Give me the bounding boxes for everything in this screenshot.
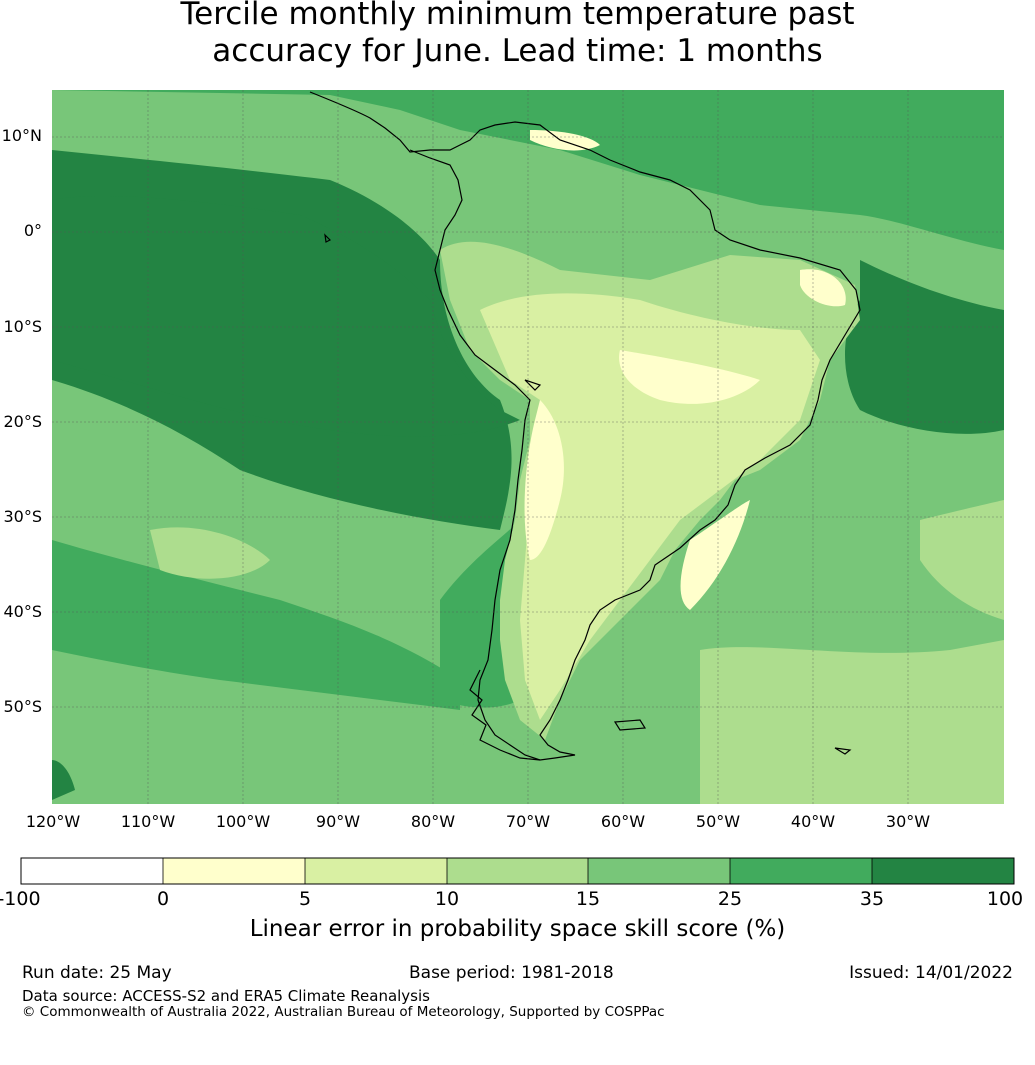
map-title: Tercile monthly minimum temperature past… (0, 0, 1035, 70)
lon-label: 110°W (120, 812, 176, 831)
skill-patch-corner (52, 760, 75, 800)
colorbar-tick-label: 0 (156, 888, 170, 910)
base-period: Base period: 1981-2018 (409, 963, 614, 983)
skill-patch-andes (524, 400, 564, 560)
issued-date: Issued: 14/01/2022 (849, 963, 1013, 983)
skill-patch-colombia (530, 130, 600, 151)
lon-label: 50°W (695, 812, 741, 831)
lon-label: 30°W (885, 812, 931, 831)
lat-label: 0° (23, 221, 42, 240)
lon-label: 90°W (315, 812, 361, 831)
skill-band-south-atlantic (700, 640, 1004, 804)
lat-label: 10°N (1, 126, 42, 145)
south-georgia (834, 747, 852, 755)
lat-label: 30°S (3, 507, 42, 526)
map-title-line2: accuracy for June. Lead time: 1 months (212, 33, 823, 69)
coastlines (309, 91, 861, 761)
lon-label: 80°W (410, 812, 456, 831)
colorbar-tick-label: 100 (986, 888, 1024, 910)
skill-band-southern (52, 700, 470, 804)
skill-band-atlantic-patch (920, 500, 1004, 620)
skill-band-pacific-core (52, 195, 520, 437)
lon-label: 40°W (790, 812, 836, 831)
skill-land-interior (480, 293, 820, 720)
fjord-coast (469, 669, 541, 761)
skill-band-atlantic (845, 260, 1004, 434)
lat-label: 40°S (3, 602, 42, 621)
colorbar-segment (305, 858, 447, 884)
colorbar (20, 857, 1015, 885)
colorbar-segment (588, 858, 730, 884)
map-plot-area (52, 90, 1004, 804)
colorbar-tick-label: 25 (717, 888, 743, 910)
lon-label: 100°W (215, 812, 271, 831)
skill-band-chile-coast (440, 520, 520, 708)
skill-patch-pacific (150, 527, 270, 579)
lat-label: 10°S (3, 317, 42, 336)
falkland-islands (613, 719, 647, 731)
colorbar-frame (20, 857, 1015, 885)
colorbar-label: Linear error in probability space skill … (249, 916, 786, 942)
colorbar-segment (163, 858, 305, 884)
galapagos (324, 233, 332, 243)
colorbar-segment (447, 858, 588, 884)
colorbar-segment (872, 858, 1014, 884)
colorbar-segment (730, 858, 872, 884)
lat-label: 20°S (3, 412, 42, 431)
colorbar-tick-label: -100 (0, 888, 41, 910)
map-title-line1: Tercile monthly minimum temperature past (180, 0, 855, 32)
gridlines (52, 90, 1004, 804)
skill-band-south-pacific (52, 540, 460, 710)
lon-label: 120°W (25, 812, 81, 831)
skill-patch-uruguay (680, 500, 750, 610)
lat-label: 50°S (3, 697, 42, 716)
colorbar-tick-label: 10 (434, 888, 460, 910)
run-date: Run date: 25 May (22, 963, 172, 983)
lon-label: 70°W (505, 812, 551, 831)
data-source: Data source: ACCESS-S2 and ERA5 Climate … (22, 987, 430, 1005)
skill-band-tropics (52, 90, 1004, 250)
skill-patch-brazil (619, 350, 760, 404)
colorbar-tick-label: 35 (859, 888, 885, 910)
lake-titicaca (524, 379, 542, 391)
copyright: © Commonwealth of Australia 2022, Austra… (22, 1004, 665, 1020)
lon-label: 60°W (600, 812, 646, 831)
colorbar-tick-label: 5 (298, 888, 312, 910)
skill-patch-northeast (800, 269, 846, 307)
colorbar-segment (21, 858, 163, 884)
colorbar-tick-label: 15 (575, 888, 601, 910)
